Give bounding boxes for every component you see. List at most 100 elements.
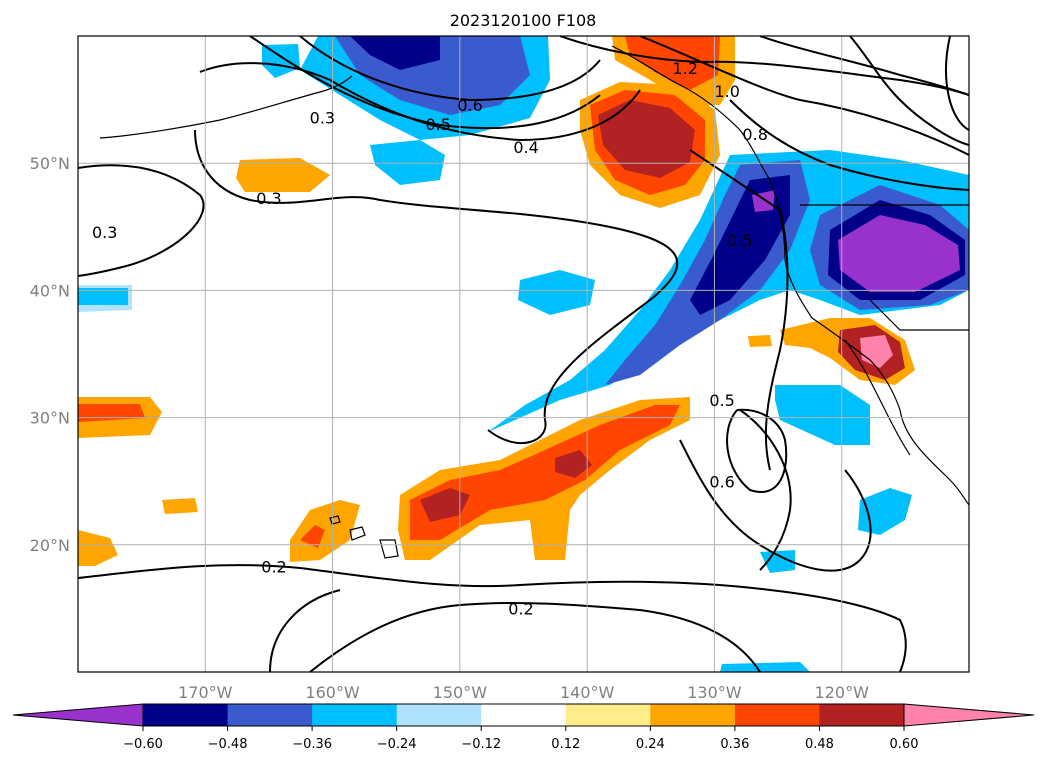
contour-label: 0.8 [742, 125, 767, 144]
anomaly-shading [78, 36, 969, 672]
pos-anomaly-hawaii [290, 500, 360, 562]
contour-line [78, 164, 205, 277]
lon-label: 170°W [178, 683, 233, 702]
contour-line [849, 36, 969, 146]
lon-label: 160°W [305, 683, 360, 702]
coastlines [99, 45, 969, 559]
coastline-us-west [769, 179, 969, 506]
colorbar-segment [312, 704, 398, 726]
coastline-baja [844, 339, 911, 456]
contour-label: 0.4 [513, 138, 538, 157]
map-frame [77, 35, 970, 673]
neg-anomaly-south-edge [720, 662, 810, 672]
lat-label: 40°N [30, 281, 70, 300]
gridlines [78, 36, 969, 672]
contour-label: 0.5 [709, 391, 734, 410]
colorbar-segment [396, 704, 482, 726]
neg-anomaly-gulf-alaska-south [370, 140, 445, 185]
pos-anomaly-35n-128w [748, 335, 772, 347]
contour-line [679, 439, 872, 572]
map-title: 2023120100 F108 [450, 11, 597, 30]
contour-line [194, 129, 679, 445]
colorbar-tick-label: −0.36 [292, 737, 332, 752]
colorbar-segment [565, 704, 651, 726]
colorbar-extend-high [903, 703, 1035, 727]
contour-label: 0.6 [709, 472, 734, 491]
neg-anomaly-great-basin-center [838, 215, 960, 292]
coastline-hawaii-big [379, 539, 399, 559]
colorbar-segment [143, 704, 229, 726]
contour-label: 0.3 [92, 223, 117, 242]
contour-line [639, 36, 969, 156]
pos-anomaly-hawaii-core [300, 525, 325, 548]
pos-anomaly-subtropical-core [420, 488, 470, 522]
pos-anomaly-subtropical-mid [410, 405, 680, 540]
coastline-hawaii-maui [349, 526, 366, 541]
colorbar-tick-label: 0.60 [890, 737, 919, 752]
colorbar-tick-label: 0.48 [805, 737, 834, 752]
neg-anomaly-20n-118w [858, 488, 912, 535]
neg-anomaly-aleutian [262, 44, 300, 78]
contour-label: 0.3 [310, 109, 335, 128]
coastline-alaska [99, 75, 353, 139]
colorbar-tick-label: −0.24 [377, 737, 417, 752]
pos-anomaly-22n-165w [162, 498, 198, 514]
pos-anomaly-canada-coast-core [625, 36, 720, 90]
lat-label: 50°N [30, 154, 70, 173]
contour-label: 1.2 [672, 59, 697, 78]
map-area: 1.2 1.0 0.8 0.6 0.5 0.4 0.3 0.3 0.3 0.5 0.5 0.6 0.2 0… [77, 35, 970, 673]
coastline-hawaii-oahu [329, 515, 341, 525]
colorbar-segment [481, 704, 567, 726]
contour-labels: 1.2 1.0 0.8 0.6 0.5 0.4 0.3 0.3 0.3 0.5 0.5 0.6 0.2 0… [92, 59, 768, 619]
contour-label: 1.0 [714, 82, 739, 101]
colorbar-segment [650, 704, 736, 726]
lon-label: 150°W [433, 683, 488, 702]
colorbar-tick-label: −0.60 [123, 737, 163, 752]
lat-label: 20°N [30, 536, 70, 555]
colorbar-tick-label: −0.48 [208, 737, 248, 752]
colorbar-tick-label: 0.24 [636, 737, 665, 752]
contour-label: 0.5 [727, 231, 752, 250]
lon-label: 130°W [687, 683, 742, 702]
colorbar-frame [142, 703, 905, 727]
neg-anomaly-gulf-alaska-center [350, 36, 440, 70]
pos-anomaly-subtropical-core2 [555, 450, 592, 478]
lat-label: 30°N [30, 409, 70, 428]
contour-lines [78, 36, 969, 672]
lon-label: 120°W [815, 683, 870, 702]
pos-anomaly-socal-max [860, 335, 893, 368]
colorbar-tick-label: 0.12 [551, 737, 580, 752]
contour-line [249, 36, 601, 130]
colorbar-extend-low [12, 703, 144, 727]
lat-labels: 20°N 30°N 40°N 50°N [30, 154, 70, 555]
contour-label: 0.5 [425, 115, 450, 134]
contour-line [299, 36, 601, 102]
neg-anomaly-40n-180-inner [78, 288, 128, 305]
neg-anomaly-40n-150w [518, 270, 595, 315]
coastline-canada [611, 45, 771, 181]
lon-labels: 170°W 160°W 150°W 140°W 130°W 120°W [178, 683, 869, 702]
contour-line [689, 149, 789, 471]
contour-line [78, 564, 907, 672]
colorbar [12, 703, 1035, 727]
contour-label: 0.3 [256, 189, 281, 208]
contour-line [309, 601, 761, 672]
pos-anomaly-50n-163w [236, 158, 330, 192]
contour-line [269, 589, 341, 672]
colorbar-ticks: −0.60 −0.48 −0.36 −0.24 −0.12 0.12 0.24 0.36 0.4… [123, 726, 918, 752]
contour-line [729, 99, 969, 191]
contour-line [739, 409, 792, 571]
neg-anomaly-baja [775, 385, 870, 445]
contour-line [759, 36, 969, 96]
contour-line [945, 36, 969, 131]
pos-anomaly-20n-180 [78, 530, 118, 566]
pos-anomaly-pnw-ridge-core [598, 100, 695, 178]
neg-anomaly-18n-128w [760, 550, 795, 573]
coastline-us-border [800, 204, 969, 331]
contour-label: 0.2 [261, 558, 286, 577]
colorbar-segment [734, 704, 820, 726]
contour-label: 0.2 [508, 600, 533, 619]
lon-label: 140°W [560, 683, 615, 702]
colorbar-tick-label: −0.12 [461, 737, 501, 752]
